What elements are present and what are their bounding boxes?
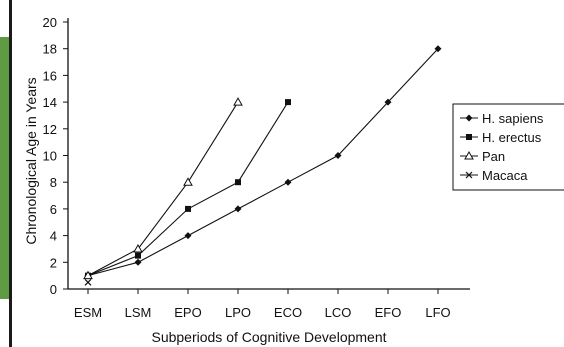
y-tick-label: 0 <box>50 282 57 297</box>
data-point-h-sapiens <box>434 45 442 53</box>
data-point-h-erectus <box>185 205 191 212</box>
legend-label-pan: Pan <box>482 149 505 164</box>
y-tick-label: 16 <box>43 68 57 83</box>
legend-marker-macaca <box>465 171 473 179</box>
data-point-h-erectus <box>285 99 291 106</box>
series-line-h-erectus <box>87 101 289 277</box>
legend-label-h-erectus: H. erectus <box>482 130 542 145</box>
data-point-pan <box>183 177 193 186</box>
legend-marker-h-erectus <box>466 134 472 140</box>
data-point-macaca <box>84 278 92 286</box>
data-point-h-sapiens <box>284 178 292 186</box>
x-tick-label: EPO <box>174 305 201 320</box>
data-point-pan <box>133 243 143 253</box>
data-point-pan <box>233 97 243 106</box>
y-tick-label: 4 <box>50 229 57 244</box>
y-axis-ticks: 0 2 4 6 8 10 12 14 16 18 20 <box>43 15 68 297</box>
x-tick-label: EFO <box>375 305 402 320</box>
data-point-h-erectus <box>135 252 141 259</box>
series-lines <box>83 45 442 286</box>
data-point-pan <box>83 270 93 280</box>
x-tick-label: ECO <box>274 305 302 320</box>
axes <box>67 18 470 290</box>
y-tick-label: 8 <box>50 175 57 190</box>
x-axis-label: Subperiods of Cognitive Development <box>151 329 386 345</box>
legend-label-macaca: Macaca <box>482 168 528 183</box>
y-tick-label: 12 <box>43 122 57 137</box>
y-tick-label: 6 <box>50 202 57 217</box>
legend-marker-h-sapiens <box>465 114 473 122</box>
x-axis-ticks: ESM LSM EPO LPO ECO LCO EFO LFO <box>74 289 451 320</box>
data-point-h-sapiens <box>184 232 192 240</box>
y-axis-label: Chronological Age in Years <box>23 77 39 244</box>
legend-label-h-sapiens: H. sapiens <box>482 111 544 126</box>
series-pan <box>83 97 243 280</box>
y-tick-label: 2 <box>50 255 57 270</box>
page-edge-line <box>9 0 12 347</box>
series-line-h-sapiens <box>87 48 439 277</box>
y-tick-label: 20 <box>43 15 57 30</box>
data-point-h-sapiens <box>234 205 242 213</box>
x-tick-label: LCO <box>325 305 352 320</box>
series-macaca <box>84 278 92 286</box>
data-point-h-sapiens <box>334 152 342 159</box>
x-tick-label: LFO <box>425 305 450 320</box>
x-tick-label: LPO <box>225 305 251 320</box>
legend: H. sapiens H. erectus Pan Macaca <box>452 103 564 191</box>
series-h-erectus <box>85 99 291 279</box>
legend-marker-pan <box>464 150 474 160</box>
x-tick-label: LSM <box>125 305 152 320</box>
series-line-pan <box>87 101 239 277</box>
y-tick-label: 10 <box>43 149 57 164</box>
data-point-h-sapiens <box>134 258 142 266</box>
x-tick-label: ESM <box>74 305 102 320</box>
y-tick-label: 14 <box>43 95 57 110</box>
data-point-h-sapiens <box>384 98 392 106</box>
y-tick-label: 18 <box>43 42 57 57</box>
data-point-h-erectus <box>235 179 241 186</box>
